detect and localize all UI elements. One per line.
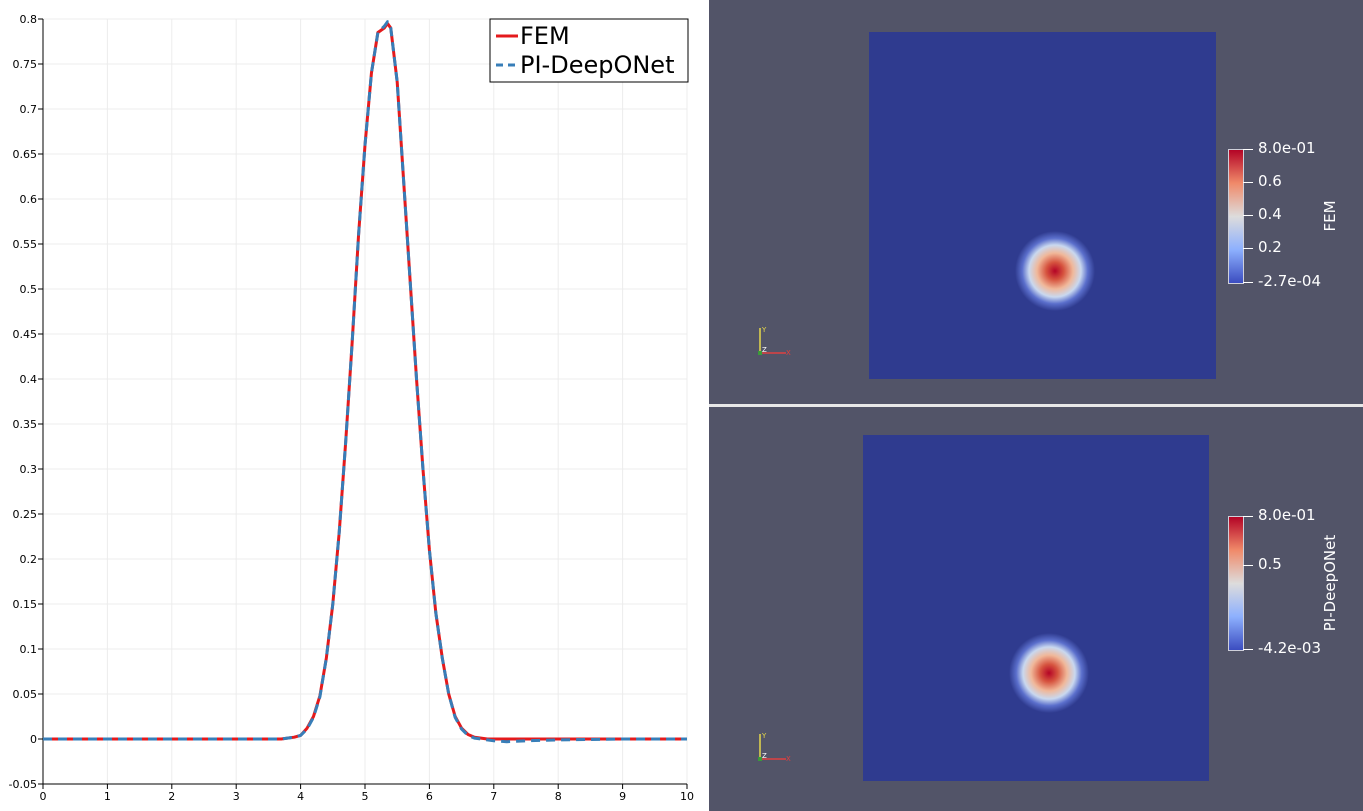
x-tick-label: 3 bbox=[233, 790, 240, 803]
y-tick-label: 0 bbox=[30, 733, 37, 746]
y-tick-label: 0.7 bbox=[20, 103, 38, 116]
y-tick-label: 0.75 bbox=[13, 58, 38, 71]
y-tick-label: 0.05 bbox=[13, 688, 38, 701]
fem-colorbar-title: FEM bbox=[1321, 200, 1339, 232]
y-tick-label: 0.45 bbox=[13, 328, 38, 341]
pi-deeponet-colorbar bbox=[1228, 516, 1244, 651]
legend-box bbox=[489, 18, 689, 83]
pi-deeponet-colorbar-title: PI-DeepONet bbox=[1321, 534, 1339, 632]
fem-colorbar-max-label: 8.0e-01 bbox=[1258, 139, 1316, 157]
y-tick-label: -0.05 bbox=[9, 778, 37, 791]
x-tick-label: 10 bbox=[680, 790, 694, 803]
legend-label: FEM bbox=[520, 22, 570, 50]
horizontal-divider bbox=[709, 404, 1363, 407]
x-tick-label: 0 bbox=[40, 790, 47, 803]
y-tick-label: 0.25 bbox=[13, 508, 38, 521]
x-tick-label: 8 bbox=[555, 790, 562, 803]
x-tick-label: 2 bbox=[168, 790, 175, 803]
x-tick-label: 6 bbox=[426, 790, 433, 803]
y-tick-label: 0.6 bbox=[20, 193, 38, 206]
fem-colorbar-tick bbox=[1243, 282, 1253, 283]
pi-deeponet-colorbar-max-label: 8.0e-01 bbox=[1258, 506, 1316, 524]
x-tick-label: 1 bbox=[104, 790, 111, 803]
axis-x-label: X bbox=[786, 755, 791, 763]
fem-render-view[interactable]: 8.0e-01 0.6 0.4 0.2 -2.7e-04 FEM Y Z X bbox=[709, 0, 1363, 404]
x-tick-label: 4 bbox=[297, 790, 304, 803]
fem-colorbar-tick bbox=[1243, 215, 1253, 216]
legend-label: PI-DeepONet bbox=[520, 51, 674, 79]
line-plot-panel: 0 1 2 3 4 5 6 7 8 9 10 -0.05 0 0.05 0.1 0.15 0.2 0.25 0.3 0… bbox=[8, 13, 694, 803]
pi-deeponet-colorbar-tick bbox=[1243, 649, 1253, 650]
y-tick-label: 0.2 bbox=[20, 553, 38, 566]
fem-colorbar-tick bbox=[1243, 182, 1253, 183]
axis-z-label: Z bbox=[762, 346, 767, 354]
pi-deeponet-render-view[interactable]: 8.0e-01 0.5 -4.2e-03 PI-DeepONet Y Z X bbox=[709, 407, 1363, 811]
y-tick-label: 0.8 bbox=[20, 13, 38, 26]
x-tick-label: 9 bbox=[619, 790, 626, 803]
fem-colorbar-tick-label: 0.6 bbox=[1258, 172, 1282, 190]
y-tick-label: 0.1 bbox=[20, 643, 38, 656]
y-tick-label: 0.3 bbox=[20, 463, 38, 476]
x-tick-label: 5 bbox=[362, 790, 369, 803]
pi-deeponet-colorbar-tick-label: 0.5 bbox=[1258, 555, 1282, 573]
y-tick-label: 0.15 bbox=[13, 598, 38, 611]
axis-z-label: Z bbox=[762, 752, 767, 760]
axis-x-label: X bbox=[786, 349, 791, 357]
axis-y-label: Y bbox=[761, 326, 767, 334]
y-tick-label: 0.4 bbox=[20, 373, 38, 386]
y-tick-label: 0.35 bbox=[13, 418, 38, 431]
fem-colorbar-tick-label: 0.2 bbox=[1258, 238, 1282, 256]
fem-field-domain bbox=[869, 32, 1216, 379]
fem-colorbar-tick-label: 0.4 bbox=[1258, 205, 1282, 223]
fem-colorbar bbox=[1228, 149, 1244, 284]
fem-colorbar-tick bbox=[1243, 248, 1253, 249]
fem-gaussian-blob bbox=[1015, 231, 1095, 311]
orientation-axes-triad: Y Z X bbox=[753, 324, 793, 358]
pi-deeponet-colorbar-tick bbox=[1243, 516, 1253, 517]
orientation-axes-triad: Y Z X bbox=[753, 730, 793, 764]
fem-colorbar-tick bbox=[1243, 149, 1253, 150]
y-tick-label: 0.55 bbox=[13, 238, 38, 251]
axis-y-label: Y bbox=[761, 732, 767, 740]
pi-deeponet-gaussian-blob bbox=[1009, 633, 1089, 713]
y-tick-label: 0.5 bbox=[20, 283, 38, 296]
pi-deeponet-colorbar-min-label: -4.2e-03 bbox=[1258, 639, 1321, 657]
pi-deeponet-field-domain bbox=[863, 435, 1209, 781]
pi-deeponet-colorbar-tick bbox=[1243, 565, 1253, 566]
vertical-divider bbox=[706, 0, 709, 811]
series-line-pi-deeponet bbox=[43, 20, 687, 744]
x-tick-label: 7 bbox=[490, 790, 497, 803]
line-chart: 0 1 2 3 4 5 6 7 8 9 10-0.0500.050.10.150.20.250.30… bbox=[9, 13, 694, 803]
y-tick-label: 0.65 bbox=[13, 148, 38, 161]
fem-colorbar-min-label: -2.7e-04 bbox=[1258, 272, 1321, 290]
